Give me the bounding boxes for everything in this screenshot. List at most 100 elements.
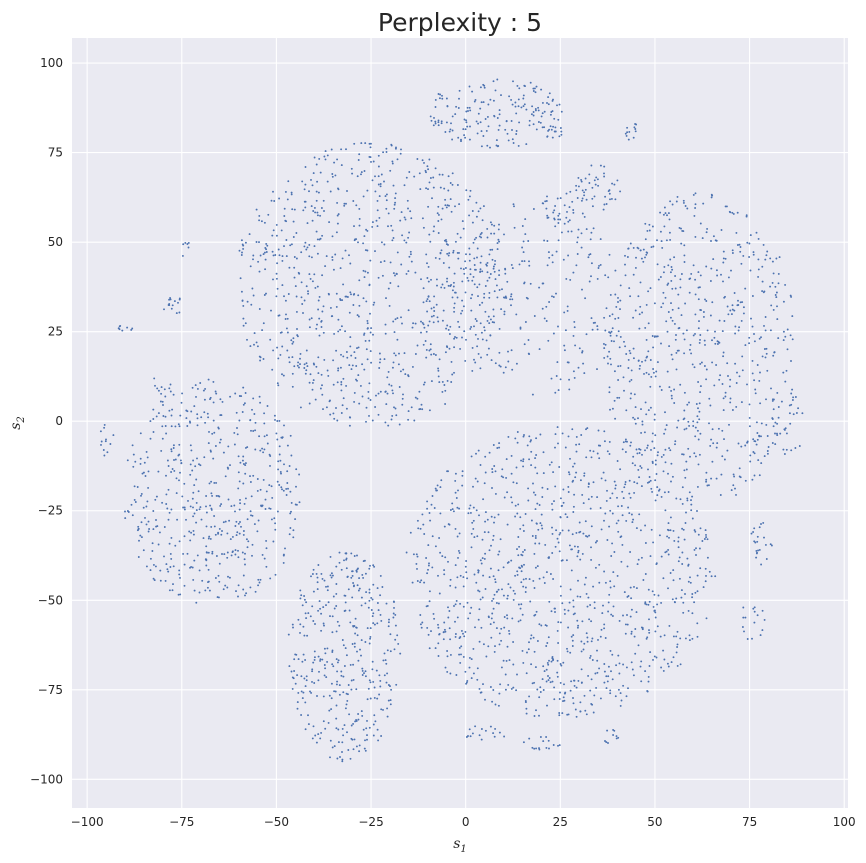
data-point [587,674,590,677]
data-point [446,670,449,673]
data-point [244,594,246,597]
data-point [252,294,255,297]
data-point [394,638,397,641]
data-point [448,523,451,526]
data-point [689,343,692,346]
data-point [590,456,593,459]
data-point [238,532,241,535]
data-point [323,210,325,212]
data-point [753,606,756,609]
data-point [258,581,261,584]
data-point [763,618,766,621]
data-point [439,252,442,255]
data-point [465,571,468,574]
data-point [336,620,339,623]
data-point [498,364,501,367]
data-point [459,636,462,638]
data-point [434,256,437,259]
data-point [639,448,642,451]
data-point [479,367,482,370]
data-point [376,587,379,590]
data-point [208,535,211,538]
data-point [499,365,502,368]
data-point [583,583,586,586]
data-point [137,556,140,558]
data-point [603,681,606,684]
data-point [548,556,550,559]
data-point [493,270,496,273]
data-point [283,424,285,427]
data-point [757,275,760,278]
data-point [357,315,360,318]
data-point [262,451,265,454]
data-point [329,756,331,759]
data-point [447,606,449,609]
data-point [543,126,546,129]
data-point [340,383,343,386]
data-point [346,699,349,702]
data-point [205,564,208,567]
data-point [360,596,363,599]
data-point [345,384,348,387]
data-point [456,296,459,299]
data-point [663,658,666,661]
data-point [292,536,295,539]
data-point [345,567,348,570]
data-point [752,531,755,533]
data-point [311,670,314,673]
data-point [358,224,361,227]
data-point [313,682,316,684]
data-point [478,514,480,517]
data-point [444,131,447,133]
data-point [483,292,486,295]
data-point [187,499,189,502]
data-point [324,652,327,655]
data-point [531,105,534,108]
data-point [534,566,537,569]
data-point [700,309,702,312]
data-point [750,317,752,320]
data-point [337,741,340,744]
data-point [416,555,419,558]
data-point [702,586,705,589]
data-point [716,274,719,277]
data-point [259,254,262,257]
data-point [705,617,708,620]
data-point [481,338,484,341]
data-point [751,478,754,481]
data-point [588,253,591,256]
data-point [366,229,369,232]
data-point [667,665,670,668]
data-point [668,218,671,221]
data-point [316,581,319,584]
data-point [425,300,428,303]
data-point [559,127,562,129]
data-point [369,331,372,334]
data-point [224,475,227,478]
data-point [607,190,610,193]
data-point [336,670,339,673]
data-point [196,554,199,557]
data-point [258,308,261,310]
data-point [582,502,585,505]
data-point [505,458,508,461]
data-point [447,284,450,287]
data-point [177,593,180,596]
data-point [207,442,210,445]
data-point [639,305,642,308]
data-point [514,592,516,595]
data-point [310,317,313,320]
data-point [654,616,657,619]
data-point [468,666,471,669]
data-point [383,652,386,655]
data-point [556,426,559,429]
data-point [474,333,477,336]
data-point [263,557,266,560]
data-point [502,476,505,479]
data-point [759,634,762,637]
data-point [746,440,749,443]
data-point [444,403,447,405]
data-point [192,533,195,536]
data-point [538,696,541,699]
data-point [168,511,171,514]
